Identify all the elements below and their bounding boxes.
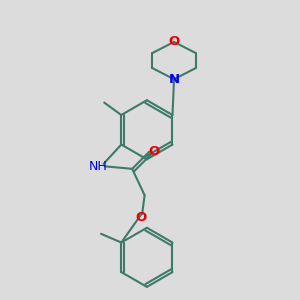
- Text: NH: NH: [88, 160, 107, 173]
- Text: N: N: [169, 73, 180, 86]
- Text: O: O: [148, 145, 159, 158]
- Text: O: O: [135, 211, 146, 224]
- Text: O: O: [168, 35, 180, 48]
